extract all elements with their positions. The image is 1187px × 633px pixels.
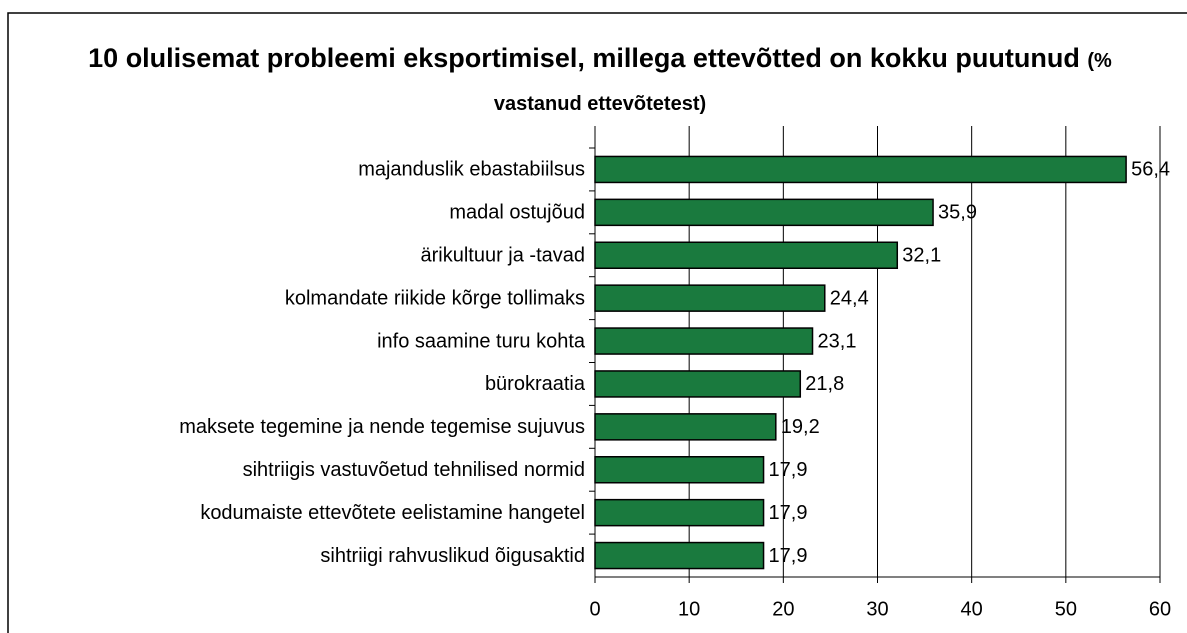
value-label: 17,9: [769, 459, 808, 481]
value-label: 23,1: [818, 330, 857, 352]
y-tick-label: sihtriigi rahvuslikud õigusaktid: [320, 545, 585, 567]
y-tick-label: majanduslik ebastabiilsus: [358, 159, 585, 181]
x-tick-label: 0: [589, 598, 600, 620]
value-label: 17,9: [769, 502, 808, 524]
value-label: 21,8: [805, 373, 844, 395]
chart-title: 10 olulisemat probleemi eksportimisel, m…: [88, 43, 1080, 73]
value-label: 35,9: [938, 202, 977, 224]
y-tick-label: madal ostujõud: [449, 202, 585, 224]
y-tick-label: info saamine turu kohta: [377, 330, 586, 352]
bar: [594, 155, 1127, 184]
x-tick-label: 60: [1149, 598, 1171, 620]
frame: [7, 12, 1187, 633]
x-tick-label: 40: [961, 598, 983, 620]
value-label: 32,1: [902, 245, 941, 267]
value-label: 19,2: [781, 416, 820, 438]
bar: [594, 456, 765, 484]
bar: [594, 198, 934, 227]
chart-subtitle: (% vastanud ettevõtetest): [493, 50, 1112, 115]
value-label: 17,9: [769, 545, 808, 567]
value-label: 24,4: [830, 287, 869, 309]
bar: [594, 241, 899, 269]
bar: [594, 498, 765, 527]
bar: [594, 327, 814, 355]
bar: [594, 284, 826, 312]
y-tick-label: kodumaiste ettevõtete eelistamine hanget…: [200, 502, 585, 524]
x-tick-label: 30: [866, 598, 888, 620]
title-block: 10 olulisemat probleemi eksportimisel, m…: [60, 38, 1140, 124]
y-tick-label: kolmandate riikide kõrge tollimaks: [285, 287, 585, 309]
x-tick-label: 20: [772, 598, 794, 620]
y-tick-label: sihtriigis vastuvõetud tehnilised normid: [243, 459, 585, 481]
x-tick-label: 50: [1055, 598, 1077, 620]
x-tick-label: 10: [678, 598, 700, 620]
bar: [594, 541, 765, 570]
y-tick-label: bürokraatia: [485, 373, 586, 395]
y-tick-label: ärikultuur ja -tavad: [420, 245, 585, 267]
y-tick-label: maksete tegemine ja nende tegemise sujuv…: [179, 416, 585, 438]
value-label: 56,4: [1131, 159, 1170, 181]
bar: [594, 370, 802, 398]
bar: [594, 413, 777, 441]
